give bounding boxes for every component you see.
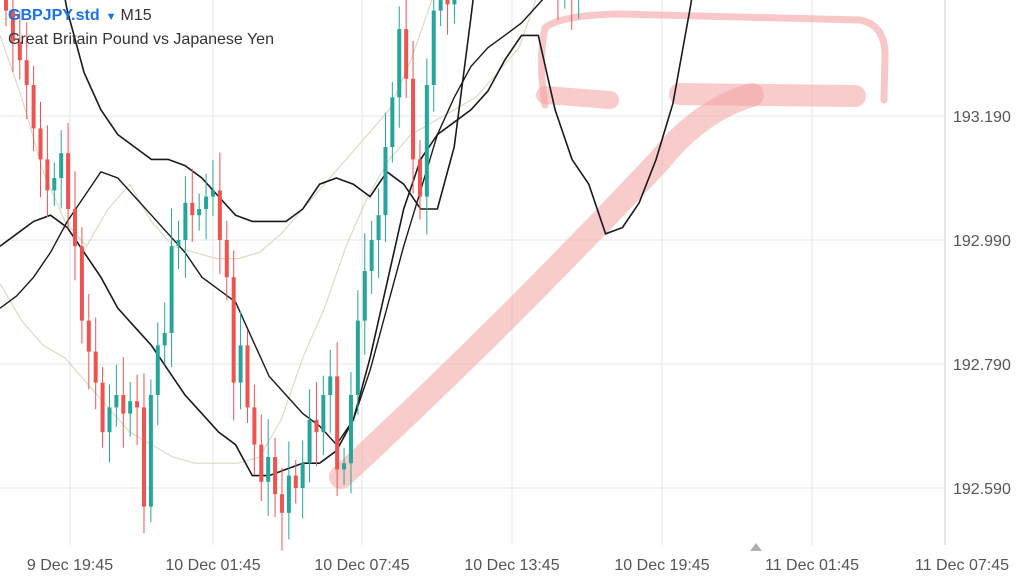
candle [72,209,77,247]
candle [52,178,57,191]
candle [148,395,153,507]
candle [217,190,222,240]
y-tick-label: 192.790 [953,357,1011,374]
inner-band-upper [0,0,433,260]
candle [190,202,195,216]
candle [135,401,140,408]
candle [38,128,43,160]
candle [383,147,388,216]
candle [355,320,360,395]
candle [93,351,98,383]
rising-trend-channel [329,83,764,489]
candle [362,271,367,321]
symbol-label[interactable]: GBPJPY.std [8,7,100,24]
timeframe-label[interactable]: M15 [120,7,152,24]
candle [31,85,36,129]
chart-header: GBPJPY.std ▼ M15 [8,7,152,25]
candle [342,463,347,470]
candle [24,60,29,85]
outer-band-upper [64,0,474,223]
candle [293,475,298,488]
candle [197,209,202,216]
candle [176,240,181,247]
candle [66,153,71,209]
candle [169,246,174,333]
consolidation-box-left [536,86,619,109]
candle [438,0,443,11]
candle [155,345,160,395]
y-tick-label: 192.990 [953,233,1011,250]
consolidation-box [538,10,889,109]
current-time-marker-icon [750,543,762,551]
candle [162,333,167,346]
candle [238,345,243,383]
x-tick-label: 10 Dec 01:45 [165,557,260,574]
candle [424,85,429,197]
candle [321,395,326,433]
candle [141,407,146,507]
candle [114,395,119,408]
candle [210,190,215,197]
candle [183,202,188,240]
candle [307,419,312,464]
y-tick-label: 192.590 [953,481,1011,498]
candle [273,457,278,495]
candle [121,395,126,414]
x-tick-label: 9 Dec 19:45 [27,557,113,574]
candle [376,215,381,240]
candle [252,407,257,445]
candle [369,240,374,271]
candle [100,382,105,433]
candle [445,0,450,5]
inner-band-lower [0,0,537,464]
candle [286,475,291,513]
candle [59,153,64,178]
candle [348,395,353,464]
candle [300,463,305,488]
candle [107,407,112,433]
x-tick-label: 11 Dec 01:45 [765,557,859,574]
candle [128,401,133,414]
candle [335,376,340,470]
candle [390,97,395,147]
candle [231,277,236,383]
candle [431,10,436,86]
candle [45,159,50,191]
y-tick-label: 193.390 [953,0,1011,2]
candle [79,246,84,321]
candle [452,0,457,5]
candle [204,196,209,209]
candle [279,494,284,513]
candle [4,0,8,11]
outer-band-lower [0,0,693,477]
candle [411,78,416,160]
candle [86,320,91,352]
y-tick-label: 193.190 [953,109,1011,126]
candle [259,444,264,482]
candle [328,376,333,395]
candle [404,29,409,79]
x-tick-label: 11 Dec 07:45 [915,557,1009,574]
candle [397,29,402,98]
candle [314,419,319,433]
candle [245,345,250,408]
candle [10,10,15,42]
candle [224,240,229,278]
triangle-down-icon[interactable]: ▼ [105,11,117,23]
candle [266,457,271,482]
candle [17,41,22,61]
consolidation-box-bottom [669,83,866,107]
x-tick-label: 10 Dec 19:45 [614,557,709,574]
middle-band [0,0,544,446]
x-tick-label: 10 Dec 13:45 [464,557,559,574]
candle [417,159,422,197]
x-tick-label: 10 Dec 07:45 [314,557,409,574]
symbol-description: Great Britain Pound vs Japanese Yen [8,31,274,48]
